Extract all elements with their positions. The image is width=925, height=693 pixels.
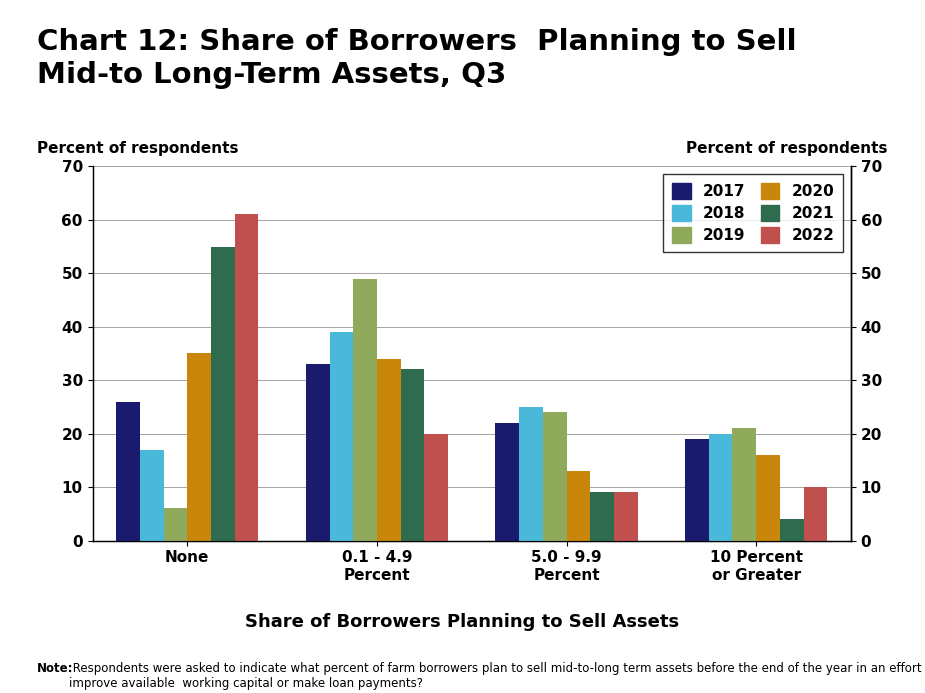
Text: Chart 12: Share of Borrowers  Planning to Sell
Mid-to Long-Term Assets, Q3: Chart 12: Share of Borrowers Planning to… bbox=[37, 28, 796, 89]
Bar bbox=[566, 471, 590, 541]
Bar bbox=[401, 369, 425, 541]
Text: Share of Borrowers Planning to Sell Assets: Share of Borrowers Planning to Sell Asse… bbox=[245, 613, 680, 631]
Bar bbox=[353, 279, 377, 541]
Bar bbox=[306, 364, 329, 541]
Bar bbox=[235, 214, 258, 541]
Bar bbox=[780, 519, 804, 541]
Bar bbox=[685, 439, 709, 541]
Bar bbox=[733, 428, 756, 541]
Bar bbox=[211, 247, 235, 541]
Text: Note:: Note: bbox=[37, 662, 73, 675]
Bar bbox=[543, 412, 566, 541]
Legend: 2017, 2018, 2019, 2020, 2021, 2022: 2017, 2018, 2019, 2020, 2021, 2022 bbox=[663, 174, 844, 252]
Bar bbox=[590, 493, 614, 541]
Bar bbox=[377, 359, 401, 541]
Text: Percent of respondents: Percent of respondents bbox=[37, 141, 239, 156]
Bar bbox=[614, 493, 637, 541]
Bar bbox=[187, 353, 211, 541]
Bar bbox=[425, 434, 448, 541]
Bar bbox=[496, 423, 519, 541]
Bar bbox=[804, 487, 827, 541]
Text: Percent of respondents: Percent of respondents bbox=[686, 141, 888, 156]
Bar bbox=[756, 455, 780, 541]
Bar bbox=[709, 434, 733, 541]
Text: Respondents were asked to indicate what percent of farm borrowers plan to sell m: Respondents were asked to indicate what … bbox=[69, 662, 925, 690]
Bar bbox=[117, 401, 140, 541]
Bar bbox=[140, 450, 164, 541]
Bar bbox=[519, 407, 543, 541]
Bar bbox=[164, 509, 187, 541]
Bar bbox=[329, 332, 353, 541]
